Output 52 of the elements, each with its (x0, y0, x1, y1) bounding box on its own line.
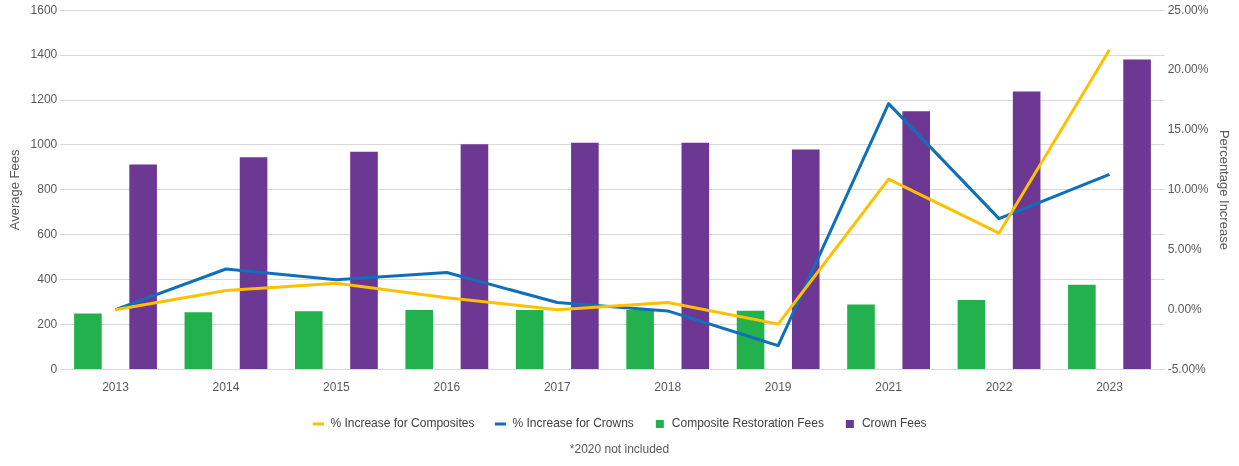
bar (515, 310, 544, 370)
legend-label: % Increase for Crowns (512, 416, 634, 431)
x-tick-label: 2017 (543, 380, 571, 395)
x-tick-label: 2022 (985, 380, 1013, 395)
x-tick-label: 2023 (1096, 380, 1124, 395)
y-tick-label: 1600 (30, 2, 58, 17)
y2-tick-label: 25.00% (1167, 2, 1209, 17)
bar (1068, 284, 1096, 370)
y-tick-label: 600 (37, 227, 58, 242)
bar (405, 310, 434, 370)
x-tick-label: 2016 (433, 380, 461, 395)
bar (129, 164, 157, 370)
x-tick-label: 2013 (102, 380, 130, 395)
x-tick-label: 2019 (764, 380, 792, 395)
y2-tick-label: 15.00% (1167, 122, 1209, 137)
bar (847, 304, 875, 370)
bar (626, 310, 654, 370)
x-tick-label: 2014 (212, 380, 240, 395)
bar (902, 111, 931, 370)
y2-tick-label: -5.00% (1167, 361, 1207, 376)
bar (239, 157, 268, 370)
y-tick-label: 1200 (30, 92, 58, 107)
y-tick-label: 400 (37, 272, 58, 287)
legend-label: % Increase for Composites (330, 416, 475, 431)
y2-tick-label: 20.00% (1167, 62, 1209, 77)
y-axis-title: Average Fees (7, 149, 23, 231)
y2-tick-label: 0.00% (1167, 302, 1203, 317)
bar (791, 149, 820, 370)
bar (1123, 59, 1151, 370)
legend-label: Composite Restoration Fees (671, 416, 824, 431)
y-tick-label: 200 (37, 316, 58, 331)
y-tick-label: 1000 (30, 137, 58, 152)
bar (184, 312, 213, 370)
x-tick-label: 2018 (654, 380, 682, 395)
y2-axis-title: Percentage Increase (1216, 129, 1232, 250)
legend-label: Crown Fees (861, 416, 927, 431)
bar (571, 142, 599, 370)
y-tick-label: 0 (50, 361, 58, 376)
y2-tick-label: 10.00% (1167, 182, 1209, 197)
bar (350, 151, 378, 370)
x-tick-label: 2021 (875, 380, 903, 395)
bar (294, 311, 323, 370)
y-tick-label: 800 (37, 182, 58, 197)
x-tick-label: 2015 (323, 380, 351, 395)
y-tick-label: 1400 (30, 47, 58, 62)
bar (681, 142, 710, 370)
bar (957, 299, 986, 370)
text: *2020 not included (568, 442, 671, 456)
y2-tick-label: 5.00% (1167, 242, 1203, 257)
bar (1012, 91, 1041, 370)
bar (74, 313, 102, 370)
bar (460, 144, 489, 370)
